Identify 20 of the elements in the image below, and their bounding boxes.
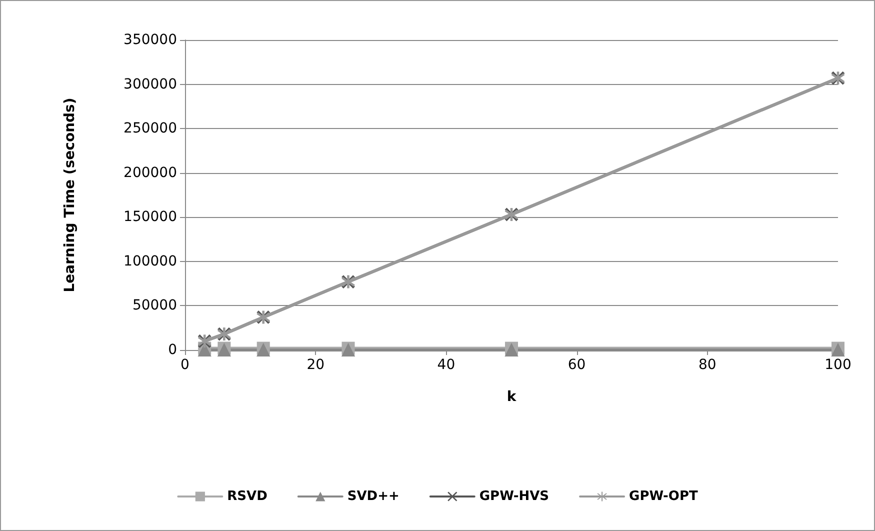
y-tick-label: 250000 (124, 120, 177, 137)
x-tick-label: 80 (698, 357, 716, 373)
y-tick-label: 0 (168, 342, 177, 358)
legend-label: GPW-HVS (479, 489, 550, 504)
x-tick-label: 40 (437, 357, 456, 373)
x-tick-label: 60 (568, 357, 586, 373)
x-tick-label: 20 (306, 357, 325, 373)
y-tick-label: 100000 (124, 253, 177, 270)
y-tick-label: 150000 (124, 209, 177, 226)
legend-label: RSVD (227, 489, 268, 504)
x-axis-title: k (506, 389, 517, 405)
y-tick-label: 50000 (132, 298, 177, 314)
y-tick-label: 200000 (124, 164, 177, 181)
y-tick-label: 300000 (124, 76, 177, 92)
legend-label: GPW-OPT (629, 489, 698, 504)
x-tick-label: 100 (824, 357, 852, 373)
legend-label: SVD++ (347, 489, 400, 504)
y-tick-label: 350000 (124, 32, 177, 48)
y-axis-title: Learning Time (seconds) (62, 98, 78, 292)
x-tick-label: 0 (180, 357, 190, 373)
